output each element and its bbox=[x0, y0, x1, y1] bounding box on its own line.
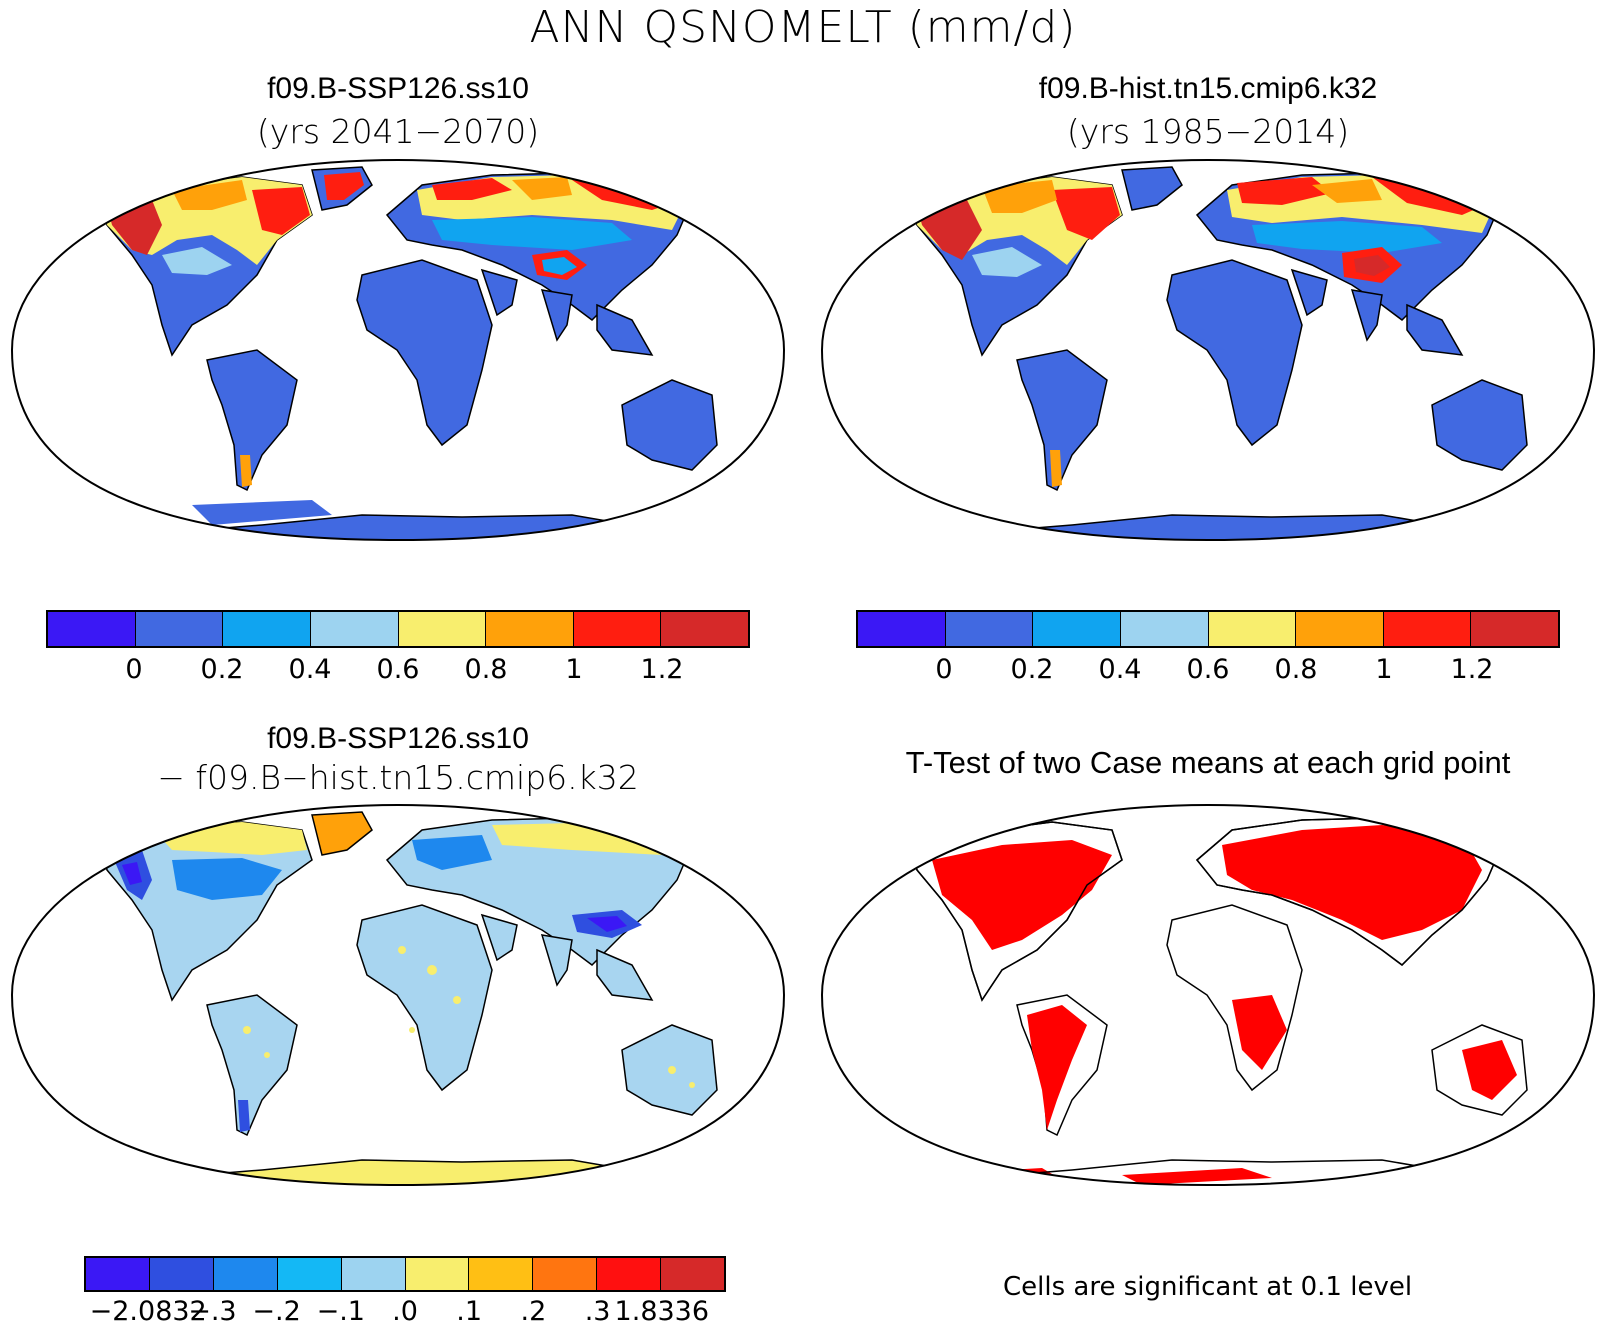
south-america bbox=[206, 349, 298, 492]
colorbar-segment bbox=[135, 612, 224, 646]
colorbar-segment bbox=[1296, 612, 1384, 646]
colorbar-segment bbox=[398, 612, 487, 646]
map-top-left bbox=[10, 158, 786, 542]
diff-anomalies bbox=[112, 822, 695, 1132]
colorbar-segment bbox=[858, 612, 946, 646]
colorbar-segment bbox=[1383, 612, 1472, 646]
colorbar-top-right bbox=[856, 610, 1560, 648]
colorbar-tick-label: 1.2 bbox=[1450, 654, 1494, 685]
colorbar-tick-label: −.3 bbox=[188, 1296, 237, 1327]
significance-note: Cells are significant at 0.1 level bbox=[1003, 1272, 1413, 1302]
colorbar-segment bbox=[945, 612, 1034, 646]
colorbar-tick-label: −.2 bbox=[252, 1296, 301, 1327]
panel-top-right-title: f09.B-hist.tn15.cmip6.k32 bbox=[1038, 72, 1378, 105]
colorbar-tick-label: 0.2 bbox=[1010, 654, 1054, 685]
colorbar-segment bbox=[405, 1258, 470, 1290]
colorbar-segment bbox=[277, 1258, 342, 1290]
colorbar-segment bbox=[597, 1258, 662, 1290]
colorbar-tick-label: .3 bbox=[584, 1296, 611, 1327]
se-asia bbox=[596, 303, 654, 356]
colorbar-segment bbox=[48, 612, 136, 646]
colorbar-segment bbox=[341, 1258, 406, 1290]
colorbar-segment bbox=[86, 1258, 150, 1290]
colorbar-segment bbox=[1120, 612, 1209, 646]
colorbar-tick-label: 1.8336 bbox=[614, 1296, 710, 1327]
snow-high-north bbox=[102, 172, 687, 525]
colorbar-top-left bbox=[46, 610, 750, 648]
colorbar-segment bbox=[1208, 612, 1297, 646]
india bbox=[540, 289, 573, 342]
colorbar-tick-label: 0.4 bbox=[1098, 654, 1142, 685]
colorbar-tick-label: 0.6 bbox=[1186, 654, 1230, 685]
colorbar-segment bbox=[213, 1258, 278, 1290]
map-top-right bbox=[820, 158, 1596, 542]
map-bottom-left bbox=[10, 803, 786, 1187]
colorbar-segment bbox=[533, 1258, 598, 1290]
map-border bbox=[820, 803, 1596, 1187]
colorbar-segment bbox=[149, 1258, 214, 1290]
colorbar-tick-label: 0.4 bbox=[288, 654, 332, 685]
colorbar-tick-label: −.1 bbox=[316, 1296, 365, 1327]
colorbar-segment bbox=[310, 612, 399, 646]
colorbar-tick-label: 1.2 bbox=[640, 654, 684, 685]
colorbar-tick-label: 1 bbox=[565, 654, 583, 685]
colorbar-segment bbox=[661, 1258, 725, 1290]
colorbar-tick-label: 0 bbox=[935, 654, 953, 685]
colorbar-segment bbox=[486, 612, 574, 646]
map-border bbox=[820, 158, 1596, 542]
colorbar-tick-label: .0 bbox=[392, 1296, 418, 1327]
africa bbox=[356, 259, 493, 447]
panel-top-left-subtitle: (yrs 2041−2070) bbox=[256, 112, 540, 151]
significant-cells bbox=[932, 825, 1517, 1185]
colorbar-tick-label: 0.8 bbox=[464, 654, 508, 685]
colorbar-segment bbox=[469, 1258, 534, 1290]
arabia bbox=[480, 268, 518, 317]
colorbar-segment bbox=[223, 612, 311, 646]
figure-title: ANN QSNOMELT (mm/d) bbox=[529, 2, 1077, 53]
colorbar-segment bbox=[661, 612, 748, 646]
colorbar-segment bbox=[573, 612, 662, 646]
map-border bbox=[10, 803, 786, 1187]
map-border bbox=[10, 158, 786, 542]
panel-top-left-title: f09.B-SSP126.ss10 bbox=[267, 72, 529, 105]
panel-bottom-left-title: f09.B-SSP126.ss10 bbox=[267, 722, 529, 755]
australia bbox=[621, 379, 718, 471]
colorbar-bottom-left bbox=[84, 1256, 726, 1292]
colorbar-tick-label: .2 bbox=[520, 1296, 547, 1327]
colorbar-tick-label: 1 bbox=[1375, 654, 1393, 685]
panel-bottom-left-subtitle: − f09.B−hist.tn15.cmip6.k32 bbox=[157, 758, 639, 797]
colorbar-tick-label: 0 bbox=[125, 654, 143, 685]
colorbar-tick-label: 0.8 bbox=[1274, 654, 1318, 685]
panel-top-right-subtitle: (yrs 1985−2014) bbox=[1066, 112, 1350, 151]
colorbar-tick-label: 0.2 bbox=[200, 654, 244, 685]
map-bottom-right bbox=[820, 803, 1596, 1187]
colorbar-tick-label: .1 bbox=[456, 1296, 483, 1327]
colorbar-tick-label: −2.0832 bbox=[89, 1296, 207, 1327]
colorbar-segment bbox=[1471, 612, 1558, 646]
antarctica bbox=[150, 514, 654, 540]
colorbar-tick-label: 0.6 bbox=[376, 654, 420, 685]
panel-bottom-right-title: T-Test of two Case means at each grid po… bbox=[905, 745, 1511, 780]
colorbar-segment bbox=[1033, 612, 1121, 646]
